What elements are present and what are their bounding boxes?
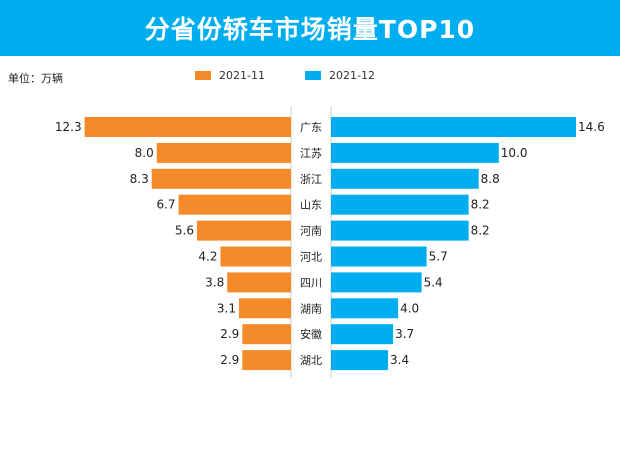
category-label: 湖南	[300, 302, 322, 315]
category-label: 山东	[300, 199, 322, 212]
bar-2021-11	[220, 246, 291, 267]
bar-2021-11	[238, 298, 291, 319]
data-label-2021-12: 10.0	[501, 146, 528, 160]
bar-2021-11	[156, 142, 291, 163]
bar-2021-12	[331, 220, 469, 241]
data-label-2021-12: 4.0	[400, 301, 419, 315]
data-label-2021-11: 6.7	[156, 198, 175, 212]
legend-label: 2021-12	[329, 69, 375, 82]
data-label-2021-12: 14.6	[578, 120, 605, 134]
bar-2021-12	[331, 324, 394, 345]
bar-2021-11	[242, 350, 291, 371]
data-label-2021-12: 8.2	[471, 224, 490, 238]
legend-swatch-blue	[305, 71, 321, 80]
bar-2021-11	[178, 194, 291, 215]
bar-2021-12	[331, 272, 422, 293]
category-label: 四川	[300, 276, 322, 289]
bar-2021-12	[331, 117, 576, 137]
unit-label: 单位：万辆	[8, 72, 63, 85]
data-label-2021-11: 8.3	[130, 172, 149, 186]
data-label-2021-11: 2.9	[220, 353, 239, 367]
legend-label: 2021-11	[219, 69, 265, 82]
legend-item-2021-12: 2021-12	[305, 69, 375, 82]
data-label-2021-11: 8.0	[135, 146, 154, 160]
data-label-2021-11: 2.9	[220, 327, 239, 341]
data-label-2021-12: 5.7	[429, 250, 448, 264]
bar-2021-12	[331, 142, 499, 163]
data-label-2021-11: 3.1	[217, 301, 236, 315]
bar-2021-12	[331, 194, 469, 215]
category-label: 安徽	[300, 327, 322, 341]
bar-2021-12	[331, 168, 479, 189]
category-label: 广东	[300, 121, 322, 134]
data-label-2021-12: 3.4	[390, 353, 409, 367]
data-label-2021-11: 3.8	[205, 275, 224, 289]
data-label-2021-12: 5.4	[424, 275, 443, 289]
data-label-2021-12: 3.7	[395, 327, 414, 341]
data-label-2021-11: 5.6	[175, 224, 194, 238]
legend-item-2021-11: 2021-11	[195, 69, 265, 82]
bar-2021-11	[242, 324, 291, 345]
title-bar: 分省份轿车市场销量TOP10	[0, 0, 620, 56]
bar-2021-12	[331, 298, 399, 319]
bar-2021-12	[331, 246, 427, 267]
bar-2021-11	[227, 272, 291, 293]
category-label: 河南	[300, 225, 322, 238]
bar-2021-11	[151, 168, 291, 189]
data-label-2021-12: 8.8	[481, 172, 500, 186]
bar-2021-12	[331, 350, 389, 371]
data-label-2021-12: 8.2	[471, 198, 490, 212]
category-label: 湖北	[300, 354, 322, 367]
category-label: 浙江	[300, 173, 322, 186]
data-label-2021-11: 12.3	[55, 120, 82, 134]
chart-title: 分省份轿车市场销量TOP10	[144, 15, 476, 44]
category-label: 河北	[300, 251, 322, 264]
legend-swatch-orange	[195, 71, 211, 80]
data-label-2021-11: 4.2	[198, 250, 217, 264]
bar-2021-11	[84, 117, 292, 137]
category-label: 江苏	[300, 147, 322, 160]
bar-2021-11	[197, 220, 291, 241]
